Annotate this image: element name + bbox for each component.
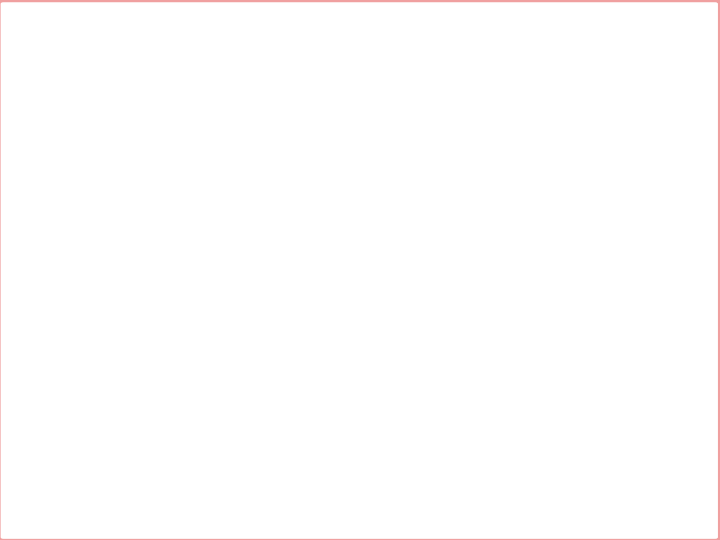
Text: N: N xyxy=(238,395,246,405)
Text: N: N xyxy=(564,367,572,376)
Text: O: O xyxy=(299,191,306,201)
Text: N: N xyxy=(299,262,306,272)
Text: N: N xyxy=(238,372,246,382)
Text: CH₃: CH₃ xyxy=(265,422,282,431)
Text: N: N xyxy=(349,213,356,224)
Text: N: N xyxy=(61,245,68,254)
Text: |: | xyxy=(520,279,526,297)
Text: CS: CS xyxy=(387,390,410,405)
Text: N: N xyxy=(270,413,277,423)
Text: N: N xyxy=(533,413,540,423)
Text: N: N xyxy=(144,213,151,224)
Text: XMT: XMT xyxy=(172,202,212,220)
Text: N: N xyxy=(508,190,516,200)
Text: CH₃: CH₃ xyxy=(587,149,603,158)
Text: Alkaloid biosynthesis in plant: Alkaloid biosynthesis in plant xyxy=(29,19,434,47)
Text: CH₃: CH₃ xyxy=(580,354,596,363)
Text: O: O xyxy=(44,233,52,242)
Text: N: N xyxy=(266,245,274,254)
Text: O: O xyxy=(249,233,257,242)
Text: Xanthosine: Xanthosine xyxy=(64,348,130,361)
Text: 7-Methylxanthosine: 7-Methylxanthosine xyxy=(244,348,361,361)
Text: O: O xyxy=(94,191,101,201)
Text: HOH₂C: HOH₂C xyxy=(96,269,127,278)
Text: O: O xyxy=(354,266,362,276)
Text: N: N xyxy=(501,395,508,405)
Text: O: O xyxy=(149,266,157,276)
Text: N: N xyxy=(583,364,590,375)
Text: OH: OH xyxy=(149,305,163,314)
Text: DXMT: DXMT xyxy=(373,359,423,374)
Text: N: N xyxy=(301,367,309,376)
Text: N: N xyxy=(320,364,328,375)
Text: Ribose: Ribose xyxy=(449,247,488,260)
Text: Caffeine: Caffeine xyxy=(249,458,298,471)
Text: O: O xyxy=(220,384,228,394)
Text: N: N xyxy=(590,197,598,207)
Text: CH₃: CH₃ xyxy=(348,202,365,211)
Text: N: N xyxy=(583,402,590,412)
Text: HN: HN xyxy=(492,372,508,382)
Text: O: O xyxy=(270,342,277,352)
Text: O: O xyxy=(533,342,540,352)
Polygon shape xyxy=(691,438,720,501)
Text: H: H xyxy=(540,213,547,222)
Text: H: H xyxy=(94,267,101,276)
Text: HN: HN xyxy=(500,167,515,177)
Text: OH: OH xyxy=(354,305,368,314)
Text: HN: HN xyxy=(54,220,69,230)
Text: O: O xyxy=(483,384,491,394)
Text: O: O xyxy=(540,137,547,146)
Text: 7-Methylxanthine: 7-Methylxanthine xyxy=(492,250,595,263)
Text: OH: OH xyxy=(177,279,191,288)
Text: - purine alkaloids: - purine alkaloids xyxy=(29,68,208,87)
Text: N: N xyxy=(330,215,338,225)
Text: CH₃: CH₃ xyxy=(481,410,498,418)
Text: N: N xyxy=(571,161,579,171)
Text: CH₃: CH₃ xyxy=(317,354,333,363)
Text: N: N xyxy=(349,251,356,261)
Text: HN: HN xyxy=(259,220,274,230)
Text: H₂O: H₂O xyxy=(413,247,436,260)
Text: N: N xyxy=(590,159,598,170)
Text: +: + xyxy=(359,215,365,221)
Text: MXMT: MXMT xyxy=(466,280,518,295)
Text: N: N xyxy=(540,208,547,218)
Text: Theobromine: Theobromine xyxy=(498,455,575,468)
Text: CS/TS: CS/TS xyxy=(527,280,577,295)
Text: N: N xyxy=(144,251,151,261)
Text: H: H xyxy=(299,267,306,276)
Text: O: O xyxy=(490,179,498,188)
Wedge shape xyxy=(680,424,720,483)
Text: N: N xyxy=(320,402,328,412)
Text: H₃C: H₃C xyxy=(210,364,227,373)
Text: N: N xyxy=(94,262,101,272)
Text: N: N xyxy=(125,215,132,225)
Text: CH₃: CH₃ xyxy=(218,410,235,420)
Text: HOH₂C: HOH₂C xyxy=(302,269,332,278)
Text: OH: OH xyxy=(382,279,396,288)
